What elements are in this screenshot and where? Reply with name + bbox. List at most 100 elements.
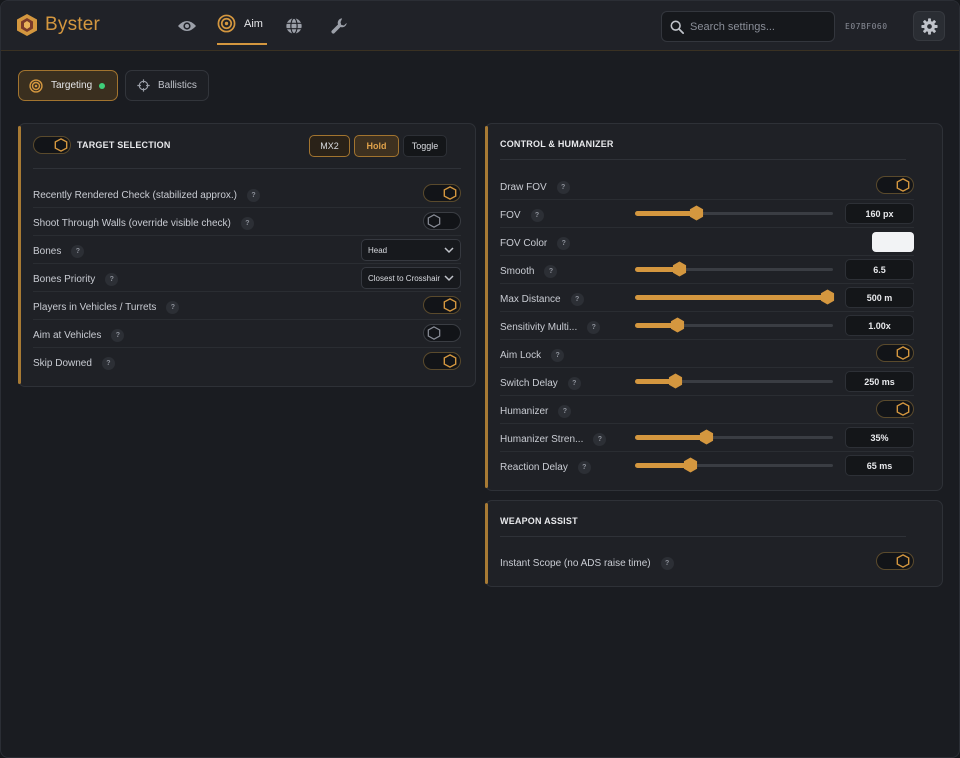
setting-label: Humanizer Stren...: [500, 434, 584, 445]
setting-label: Bones Priority: [33, 274, 96, 285]
fov-value[interactable]: 160 px: [845, 203, 914, 224]
setting-label: Players in Vehicles / Turrets: [33, 302, 157, 313]
help-icon[interactable]: ?: [240, 217, 254, 230]
help-icon[interactable]: ?: [558, 405, 572, 418]
help-icon[interactable]: ?: [567, 377, 581, 390]
help-icon[interactable]: ?: [593, 433, 607, 446]
skip-downed-toggle[interactable]: [423, 352, 461, 370]
sensitivity-multi-value[interactable]: 1.00x: [845, 315, 914, 336]
setting-row-skip-downed: Skip Downed?: [33, 348, 461, 376]
bones-select-value: Head: [368, 245, 388, 255]
settings-button[interactable]: [913, 11, 945, 41]
slider-track: [635, 268, 833, 271]
help-icon[interactable]: ?: [101, 357, 115, 370]
instant-scope-toggle[interactable]: [876, 552, 914, 570]
eye-icon: [178, 21, 196, 31]
mode-toggle-button[interactable]: Toggle: [403, 135, 447, 157]
draw-fov-toggle[interactable]: [876, 176, 914, 194]
help-icon[interactable]: ?: [557, 237, 571, 250]
mode-hold-button[interactable]: Hold: [354, 135, 399, 157]
fov-slider[interactable]: [635, 205, 833, 221]
slider-fill: [635, 463, 690, 468]
humanizer-toggle[interactable]: [876, 400, 914, 418]
app-name: Byster: [45, 14, 101, 35]
bones-select[interactable]: Head: [361, 239, 461, 261]
target-selection-toggle[interactable]: [33, 136, 71, 154]
setting-row-bones-priority: Bones Priority? Closest to Crosshair: [33, 264, 461, 292]
setting-label: Aim at Vehicles: [33, 330, 102, 341]
humanizer-stren-slider[interactable]: [635, 429, 833, 445]
help-icon[interactable]: ?: [577, 461, 591, 474]
help-icon[interactable]: ?: [544, 265, 558, 278]
setting-label: FOV: [500, 210, 521, 221]
bones-priority-select[interactable]: Closest to Crosshair: [361, 267, 461, 289]
globe-icon: [286, 17, 302, 35]
slider-fill: [635, 211, 696, 216]
active-tab-indicator: [217, 43, 267, 45]
help-icon[interactable]: ?: [105, 273, 119, 286]
help-icon[interactable]: ?: [111, 329, 125, 342]
control-humanizer-card: CONTROL & HUMANIZER Draw FOV? FOV? 160 px F…: [485, 123, 943, 491]
search-input[interactable]: [690, 20, 830, 33]
slider-track: [635, 436, 833, 439]
slider-thumb-hexagon-icon[interactable]: [820, 289, 835, 305]
reaction-delay-value[interactable]: 65 ms: [845, 455, 914, 476]
hexagon-toggle-knob-icon: [427, 326, 441, 340]
wrench-icon: [331, 18, 347, 34]
slider-thumb-hexagon-icon[interactable]: [672, 261, 687, 277]
recently-rendered-toggle[interactable]: [423, 184, 461, 202]
slider-fill: [635, 379, 675, 384]
nav-visuals-tab[interactable]: [176, 15, 198, 37]
slider-fill: [635, 435, 706, 440]
search-box[interactable]: [661, 11, 835, 42]
nav-aim-label: Aim: [244, 18, 263, 30]
help-icon[interactable]: ?: [530, 209, 544, 222]
setting-label: FOV Color: [500, 238, 548, 249]
sensitivity-multi-slider[interactable]: [635, 317, 833, 333]
help-icon[interactable]: ?: [587, 321, 601, 334]
reaction-delay-slider[interactable]: [635, 457, 833, 473]
slider-thumb-hexagon-icon[interactable]: [670, 317, 685, 333]
help-icon[interactable]: ?: [247, 189, 260, 202]
help-icon[interactable]: ?: [556, 181, 570, 194]
header-bar: Byster Aim: [1, 1, 959, 51]
smooth-slider[interactable]: [635, 261, 833, 277]
nav-misc-tab[interactable]: [328, 15, 350, 37]
humanizer-stren-value[interactable]: 35%: [845, 427, 914, 448]
slider-thumb-hexagon-icon[interactable]: [699, 429, 714, 445]
subtab-targeting[interactable]: Targeting: [18, 70, 118, 101]
max-distance-slider[interactable]: [635, 289, 835, 305]
switch-delay-slider[interactable]: [635, 373, 833, 389]
setting-row-draw-fov: Draw FOV?: [500, 172, 914, 200]
nav-world-tab[interactable]: [283, 15, 305, 37]
aim-lock-toggle[interactable]: [876, 344, 914, 362]
chevron-down-icon: [444, 275, 454, 282]
setting-label: Skip Downed: [33, 358, 92, 369]
hexagon-toggle-knob-icon: [443, 298, 457, 312]
hexagon-toggle-knob-icon: [54, 138, 68, 152]
mode-mx2-button[interactable]: MX2: [309, 135, 350, 157]
slider-thumb-hexagon-icon[interactable]: [683, 457, 698, 473]
aim-at-vehicles-toggle[interactable]: [423, 324, 461, 342]
help-icon[interactable]: ?: [166, 301, 180, 314]
subtab-ballistics[interactable]: Ballistics: [125, 70, 209, 101]
slider-thumb-hexagon-icon[interactable]: [668, 373, 683, 389]
slider-thumb-hexagon-icon[interactable]: [689, 205, 704, 221]
max-distance-value[interactable]: 500 m: [845, 287, 914, 308]
smooth-value[interactable]: 6.5: [845, 259, 914, 280]
setting-row-fov-color: FOV Color?: [500, 228, 914, 256]
setting-label: Smooth: [500, 266, 535, 277]
help-icon[interactable]: ?: [71, 245, 85, 258]
switch-delay-value[interactable]: 250 ms: [845, 371, 914, 392]
setting-row-switch-delay: Switch Delay? 250 ms: [500, 368, 914, 396]
help-icon[interactable]: ?: [551, 349, 565, 362]
slider-track: [635, 464, 833, 467]
nav-aim-tab[interactable]: Aim: [217, 14, 263, 46]
setting-label: Recently Rendered Check (stabilized appr…: [33, 190, 237, 201]
fov-color-swatch[interactable]: [872, 232, 914, 252]
help-icon[interactable]: ?: [570, 293, 584, 306]
shoot-through-walls-toggle[interactable]: [423, 212, 461, 230]
players-in-vehicles-toggle[interactable]: [423, 296, 461, 314]
help-icon[interactable]: ?: [660, 557, 674, 570]
card-divider: [500, 536, 906, 537]
